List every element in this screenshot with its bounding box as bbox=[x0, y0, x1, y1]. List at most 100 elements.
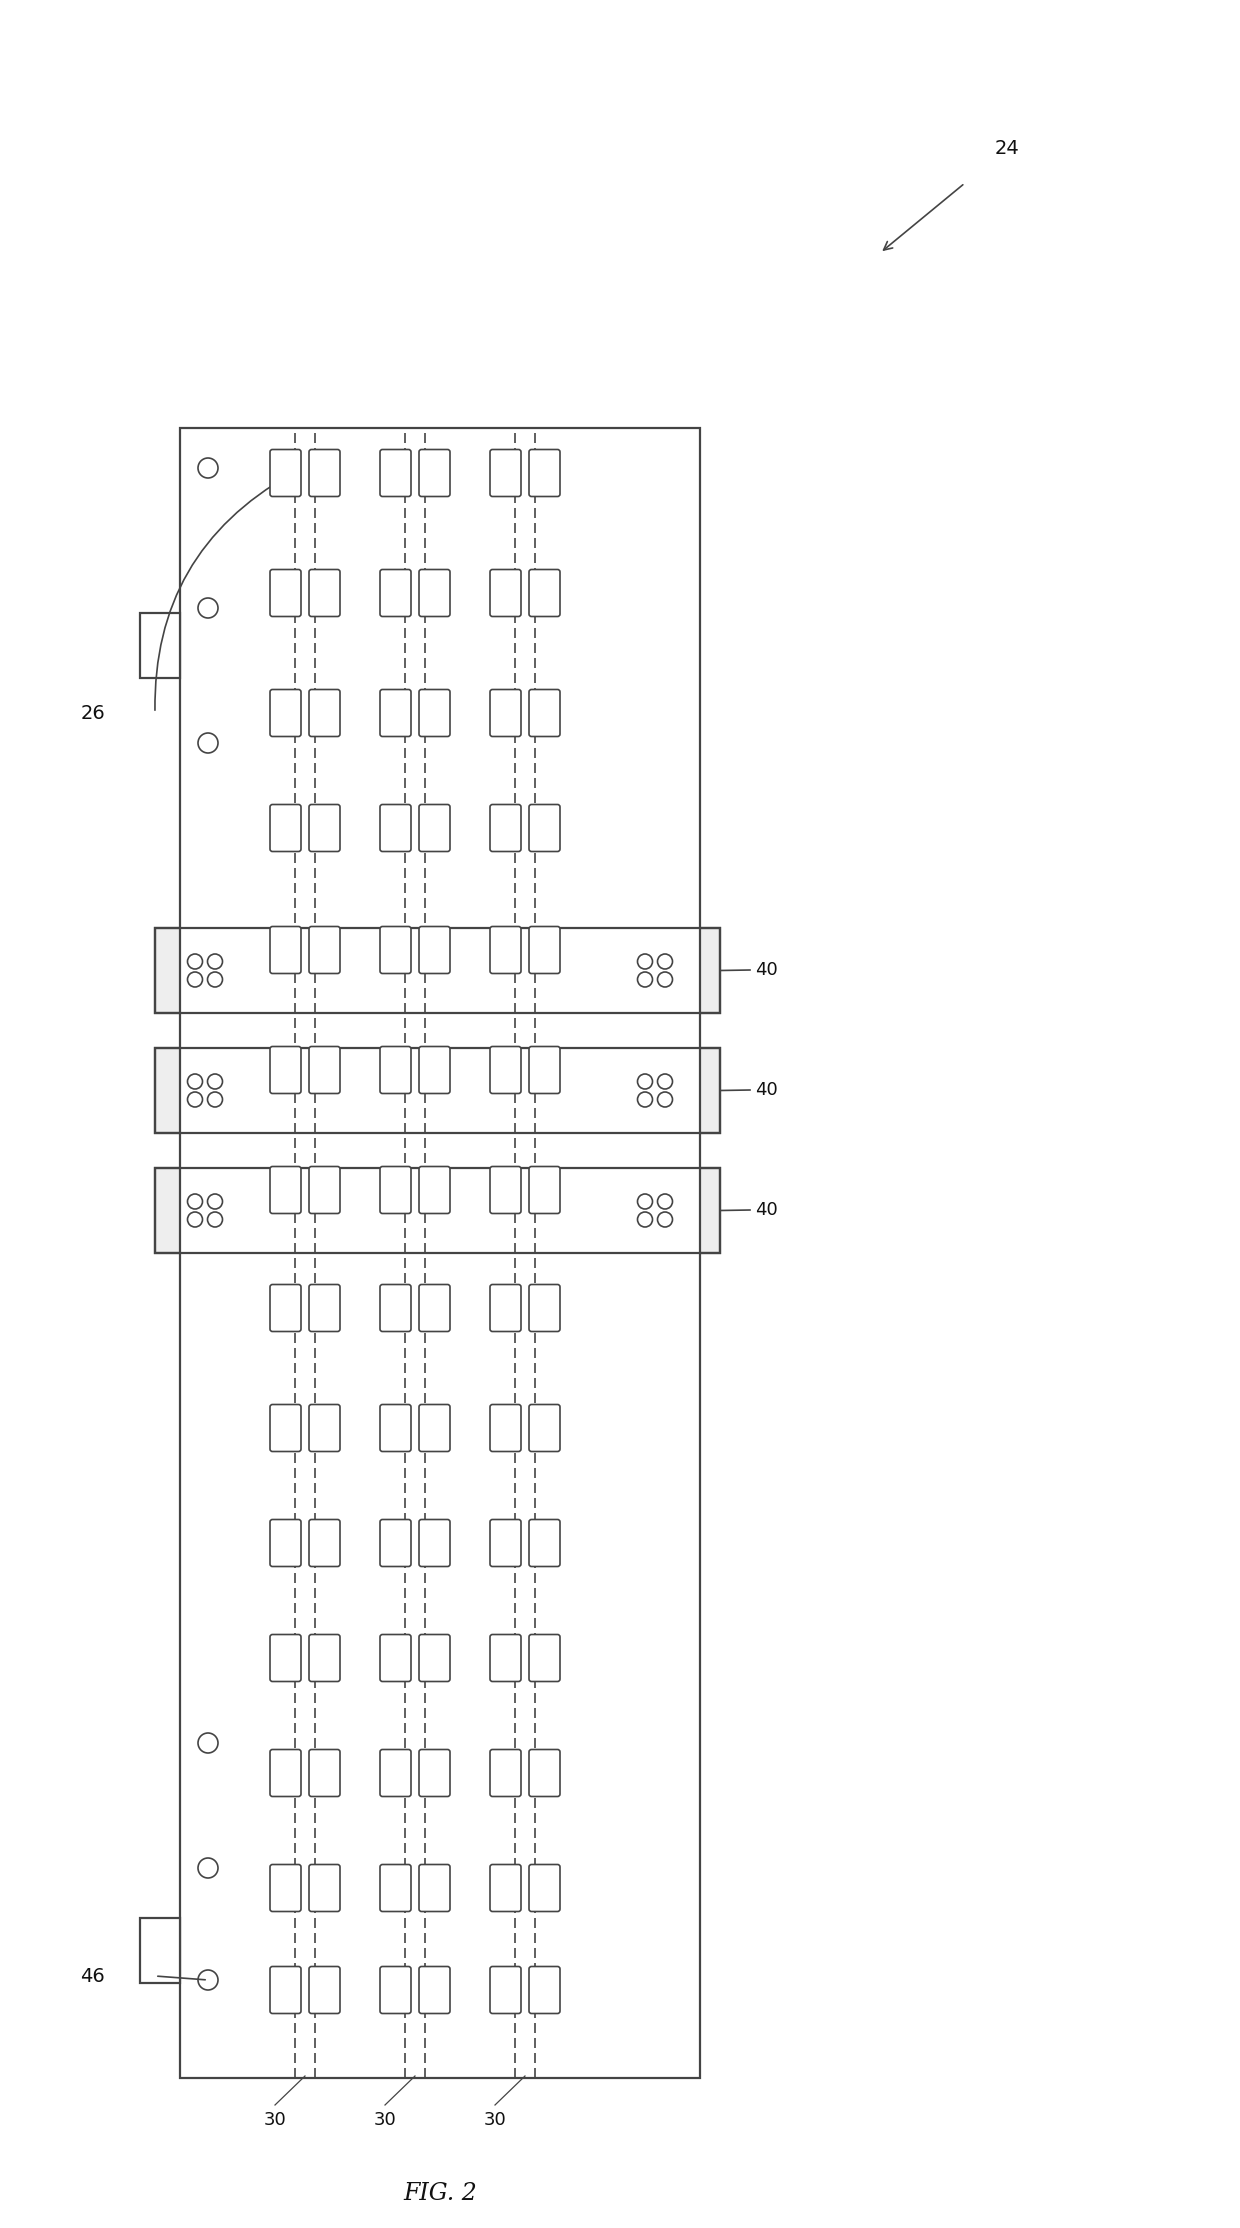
FancyBboxPatch shape bbox=[270, 1865, 301, 1912]
Text: 24: 24 bbox=[994, 138, 1019, 158]
FancyBboxPatch shape bbox=[270, 1749, 301, 1796]
FancyBboxPatch shape bbox=[379, 1865, 410, 1912]
Bar bbox=[155, 1167, 720, 1252]
FancyBboxPatch shape bbox=[309, 927, 340, 974]
FancyBboxPatch shape bbox=[379, 688, 410, 737]
FancyBboxPatch shape bbox=[270, 1635, 301, 1682]
FancyBboxPatch shape bbox=[270, 570, 301, 617]
FancyBboxPatch shape bbox=[270, 1967, 301, 2014]
FancyBboxPatch shape bbox=[419, 570, 450, 617]
FancyBboxPatch shape bbox=[490, 1047, 521, 1094]
FancyBboxPatch shape bbox=[490, 450, 521, 497]
FancyBboxPatch shape bbox=[529, 1047, 560, 1094]
FancyBboxPatch shape bbox=[419, 450, 450, 497]
FancyBboxPatch shape bbox=[490, 927, 521, 974]
FancyBboxPatch shape bbox=[270, 1167, 301, 1214]
FancyBboxPatch shape bbox=[419, 1865, 450, 1912]
FancyBboxPatch shape bbox=[419, 804, 450, 851]
FancyBboxPatch shape bbox=[490, 1167, 521, 1214]
FancyBboxPatch shape bbox=[309, 1404, 340, 1450]
Text: 46: 46 bbox=[81, 1967, 105, 1985]
FancyBboxPatch shape bbox=[529, 804, 560, 851]
FancyBboxPatch shape bbox=[490, 1286, 521, 1332]
FancyBboxPatch shape bbox=[309, 688, 340, 737]
FancyBboxPatch shape bbox=[419, 927, 450, 974]
Bar bbox=[140, 613, 180, 677]
Bar bbox=[155, 929, 720, 1014]
FancyBboxPatch shape bbox=[419, 1286, 450, 1332]
FancyBboxPatch shape bbox=[419, 1404, 450, 1450]
FancyBboxPatch shape bbox=[270, 688, 301, 737]
FancyBboxPatch shape bbox=[309, 1865, 340, 1912]
FancyBboxPatch shape bbox=[419, 1047, 450, 1094]
FancyBboxPatch shape bbox=[490, 1635, 521, 1682]
FancyBboxPatch shape bbox=[309, 1167, 340, 1214]
FancyBboxPatch shape bbox=[529, 1865, 560, 1912]
FancyBboxPatch shape bbox=[309, 804, 340, 851]
FancyBboxPatch shape bbox=[270, 1047, 301, 1094]
FancyBboxPatch shape bbox=[309, 1635, 340, 1682]
FancyBboxPatch shape bbox=[490, 1865, 521, 1912]
Bar bbox=[180, 428, 701, 2079]
FancyBboxPatch shape bbox=[490, 1519, 521, 1566]
FancyBboxPatch shape bbox=[490, 1749, 521, 1796]
FancyBboxPatch shape bbox=[529, 1967, 560, 2014]
FancyBboxPatch shape bbox=[270, 1519, 301, 1566]
FancyBboxPatch shape bbox=[379, 1749, 410, 1796]
FancyBboxPatch shape bbox=[309, 450, 340, 497]
FancyBboxPatch shape bbox=[379, 1519, 410, 1566]
FancyBboxPatch shape bbox=[490, 570, 521, 617]
Text: 40: 40 bbox=[755, 1201, 777, 1219]
Bar bbox=[155, 1167, 720, 1252]
FancyBboxPatch shape bbox=[379, 927, 410, 974]
FancyBboxPatch shape bbox=[379, 804, 410, 851]
FancyBboxPatch shape bbox=[529, 1167, 560, 1214]
FancyBboxPatch shape bbox=[379, 450, 410, 497]
FancyBboxPatch shape bbox=[379, 1635, 410, 1682]
FancyBboxPatch shape bbox=[419, 1967, 450, 2014]
Text: FIG. 2: FIG. 2 bbox=[403, 2181, 477, 2203]
Bar bbox=[155, 929, 720, 1014]
FancyBboxPatch shape bbox=[379, 570, 410, 617]
Text: 40: 40 bbox=[755, 1081, 777, 1098]
FancyBboxPatch shape bbox=[419, 1519, 450, 1566]
FancyBboxPatch shape bbox=[529, 1519, 560, 1566]
Bar bbox=[155, 1047, 720, 1134]
FancyBboxPatch shape bbox=[529, 570, 560, 617]
FancyBboxPatch shape bbox=[270, 450, 301, 497]
FancyBboxPatch shape bbox=[419, 1635, 450, 1682]
FancyBboxPatch shape bbox=[379, 1167, 410, 1214]
FancyBboxPatch shape bbox=[379, 1404, 410, 1450]
FancyBboxPatch shape bbox=[309, 570, 340, 617]
FancyBboxPatch shape bbox=[270, 1404, 301, 1450]
Text: 26: 26 bbox=[81, 704, 105, 722]
FancyBboxPatch shape bbox=[490, 1404, 521, 1450]
FancyBboxPatch shape bbox=[490, 804, 521, 851]
Text: 30: 30 bbox=[264, 2110, 286, 2130]
FancyBboxPatch shape bbox=[529, 1404, 560, 1450]
FancyBboxPatch shape bbox=[419, 1167, 450, 1214]
FancyBboxPatch shape bbox=[490, 688, 521, 737]
FancyBboxPatch shape bbox=[309, 1519, 340, 1566]
Bar bbox=[140, 1918, 180, 1983]
FancyBboxPatch shape bbox=[419, 688, 450, 737]
FancyBboxPatch shape bbox=[529, 1749, 560, 1796]
FancyBboxPatch shape bbox=[309, 1967, 340, 2014]
Text: 30: 30 bbox=[484, 2110, 506, 2130]
FancyBboxPatch shape bbox=[490, 1967, 521, 2014]
FancyBboxPatch shape bbox=[309, 1286, 340, 1332]
FancyBboxPatch shape bbox=[379, 1286, 410, 1332]
FancyBboxPatch shape bbox=[529, 1286, 560, 1332]
FancyBboxPatch shape bbox=[529, 1635, 560, 1682]
FancyBboxPatch shape bbox=[270, 927, 301, 974]
Text: 30: 30 bbox=[373, 2110, 397, 2130]
FancyBboxPatch shape bbox=[529, 688, 560, 737]
FancyBboxPatch shape bbox=[309, 1047, 340, 1094]
FancyBboxPatch shape bbox=[270, 1286, 301, 1332]
FancyBboxPatch shape bbox=[529, 450, 560, 497]
Text: 40: 40 bbox=[755, 960, 777, 978]
FancyBboxPatch shape bbox=[419, 1749, 450, 1796]
Bar bbox=[155, 1047, 720, 1134]
FancyBboxPatch shape bbox=[309, 1749, 340, 1796]
FancyBboxPatch shape bbox=[379, 1967, 410, 2014]
